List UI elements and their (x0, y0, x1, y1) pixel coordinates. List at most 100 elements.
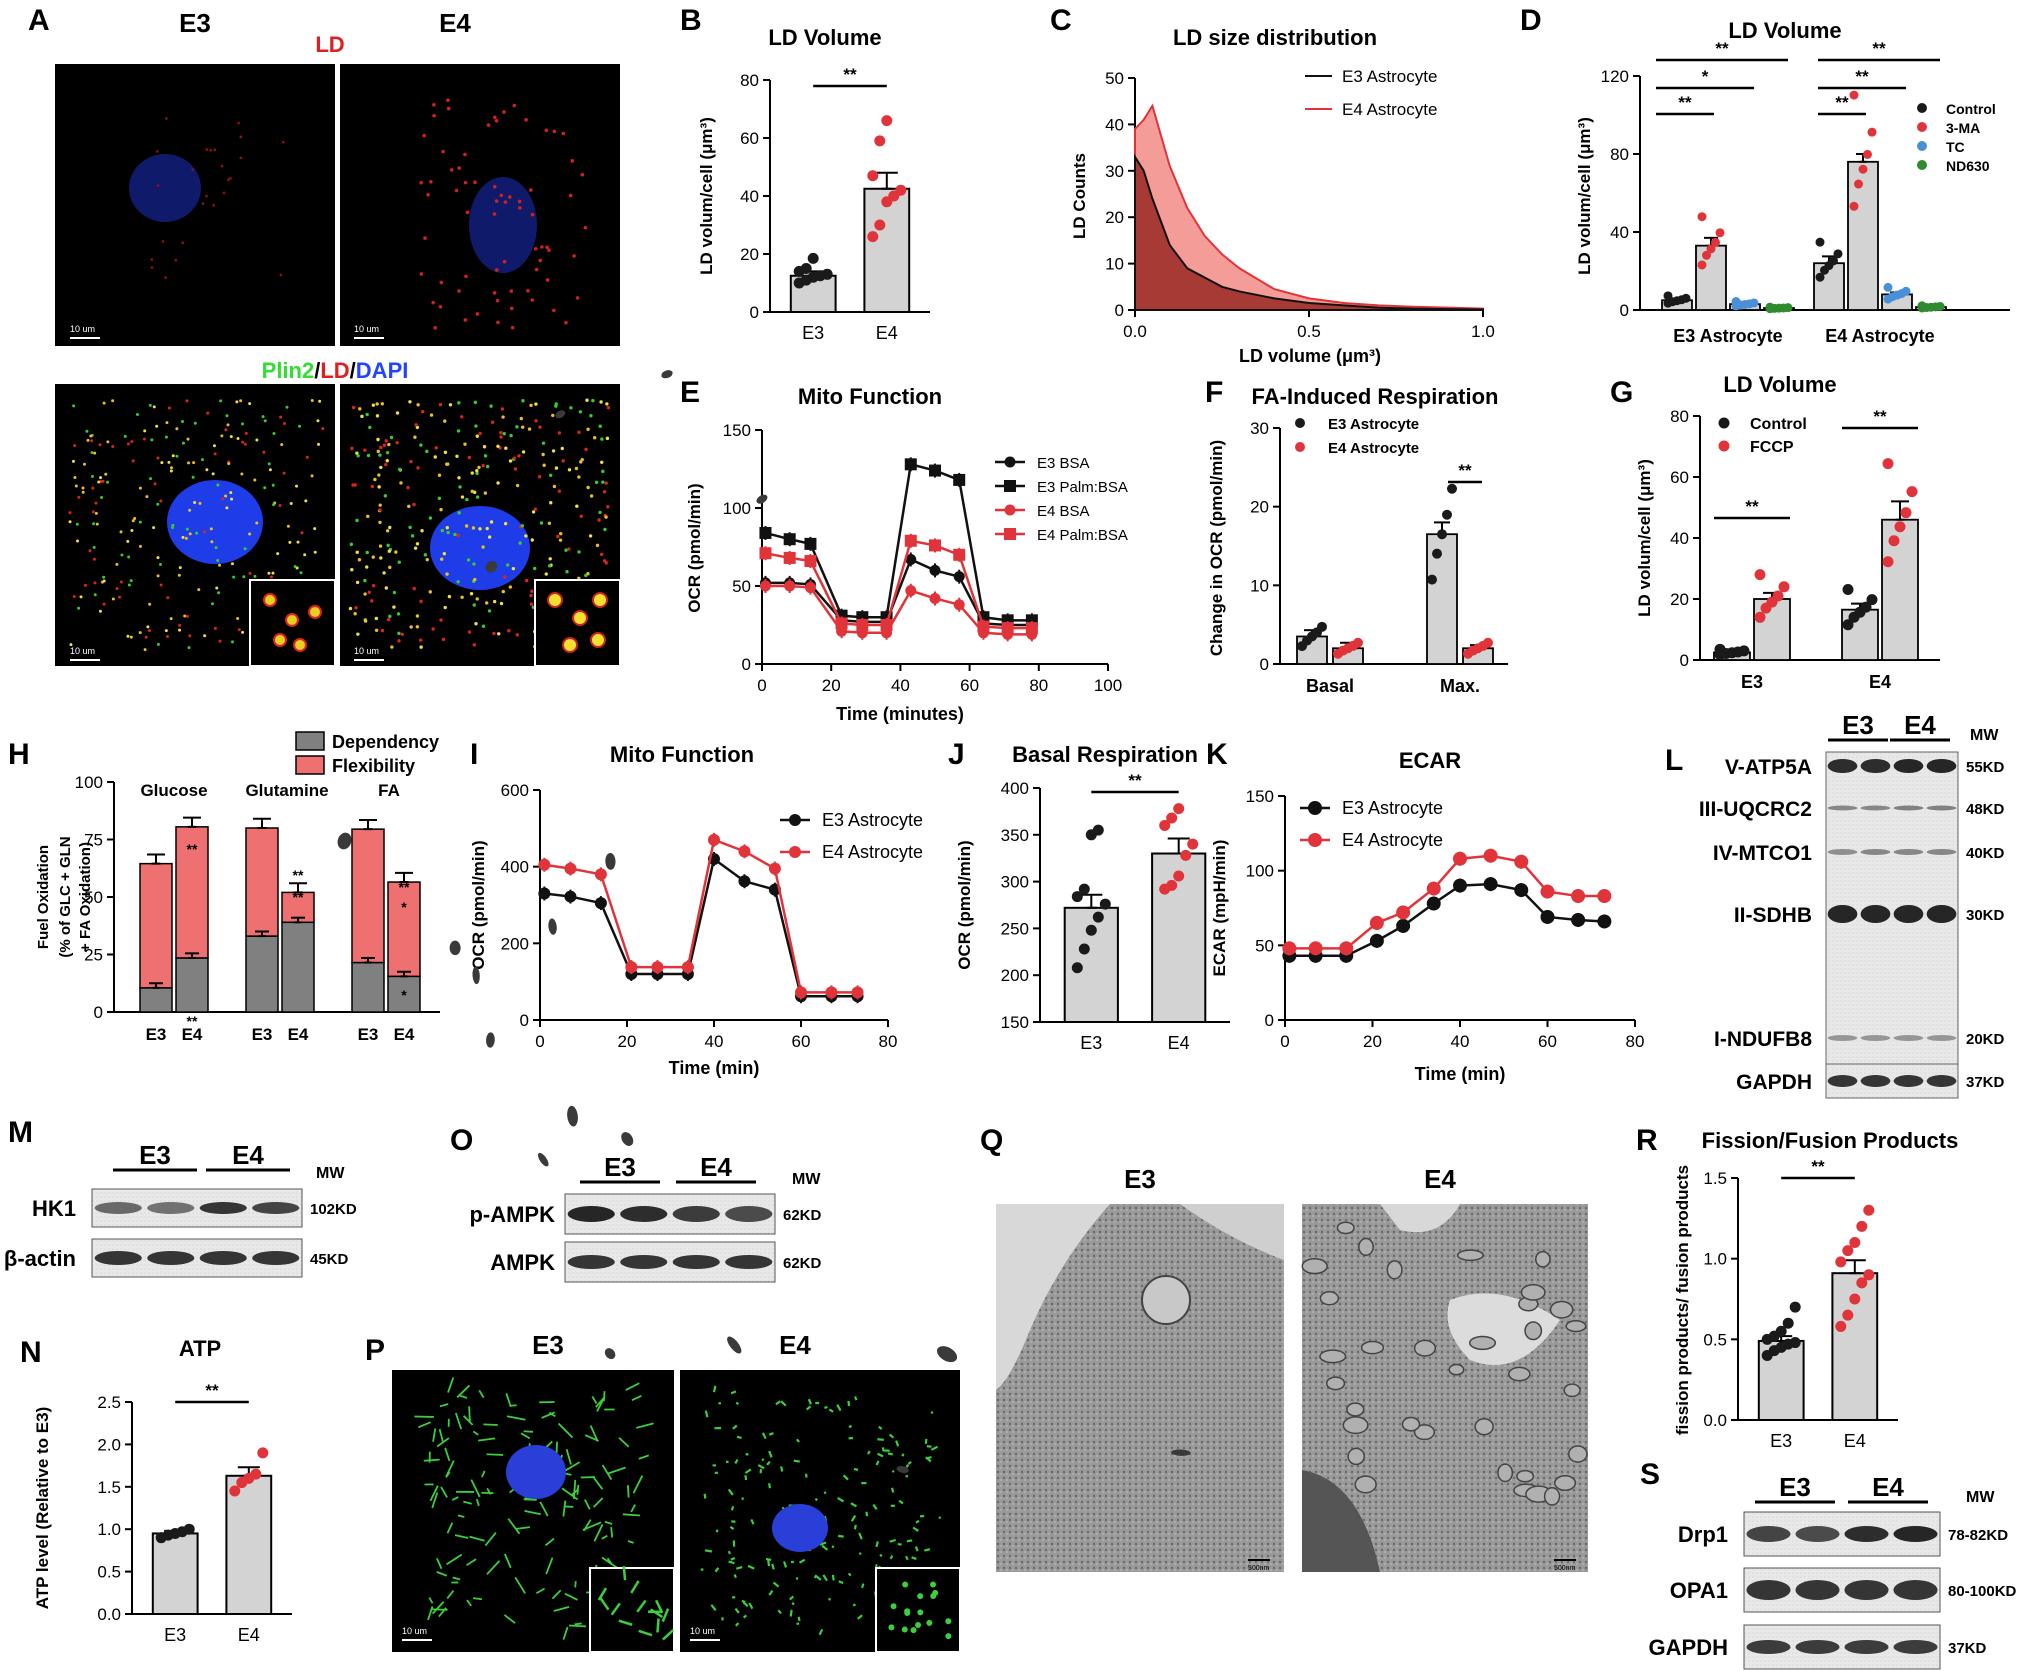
x-tick-label: 80 (1029, 676, 1048, 695)
data-point (1353, 637, 1363, 648)
lipid-droplet (474, 622, 478, 626)
chart-title: Mito Function (798, 384, 942, 409)
lipid-droplet (603, 527, 607, 532)
data-point (1426, 896, 1441, 911)
mitochondrion (807, 1398, 812, 1405)
y-tick-label: 0.0 (97, 1605, 121, 1624)
mitochondrion (927, 1455, 932, 1460)
mitochondrion (775, 1400, 781, 1406)
mitochondrion (853, 1467, 859, 1471)
data-point (795, 986, 807, 999)
nucleus-e4 (469, 177, 537, 273)
mitochondrion (902, 1581, 909, 1588)
lipid-droplet (539, 521, 544, 525)
chart-B: LD Volume 0 20 40 60 80 LD volum/cell (μm³) E3 E… (697, 25, 930, 343)
mitochondrion (793, 1459, 800, 1463)
lipid-droplet (508, 585, 513, 589)
data-point (1731, 297, 1741, 307)
mitochondrion (925, 1456, 932, 1463)
lipid-droplet (111, 399, 115, 403)
lipid-droplet (187, 461, 191, 465)
mitochondrion (828, 1408, 834, 1413)
x-axis-label: LD volume (μm³) (1239, 346, 1381, 366)
lipid-droplet (202, 530, 206, 534)
lipid-droplet (589, 414, 593, 418)
lipid-droplet (559, 531, 563, 536)
legend-marker (1004, 504, 1016, 516)
lipid-droplet (111, 597, 115, 601)
protein-band (252, 1251, 300, 1265)
scale-bar-label: 10 um (70, 324, 95, 334)
protein-band (1893, 905, 1924, 923)
lipid-droplet (169, 469, 173, 473)
lipid-droplet (241, 440, 245, 444)
lipid-droplet (313, 527, 317, 531)
legend-label: Control (1750, 416, 1807, 433)
mitochondrion (650, 1608, 664, 1619)
bar-dependency (351, 961, 385, 1013)
area-E3 Astrocyte (1134, 153, 1484, 311)
lipid-droplet (589, 494, 594, 498)
protein-band (1926, 805, 1957, 811)
lipid-droplet (374, 616, 379, 621)
mitochondrion (756, 494, 768, 504)
lipid-droplet (475, 469, 479, 473)
legend-label: Control (1946, 101, 1996, 117)
data-point (1571, 912, 1586, 927)
lipid-droplet (439, 280, 444, 285)
lipid-droplet (213, 452, 217, 456)
mitochondrion (926, 1619, 933, 1626)
lipid-droplet (580, 172, 585, 177)
lipid-droplet (214, 546, 218, 550)
data-point (1858, 164, 1868, 174)
mitochondrion (912, 1526, 919, 1532)
lipid-droplet (222, 191, 226, 195)
lipid-droplet (289, 502, 293, 506)
legend-label: E4 Palm:BSA (1037, 527, 1128, 544)
mw-header: MW (1970, 727, 1999, 744)
em-organelles (337, 370, 1588, 1572)
data-point (1396, 905, 1411, 920)
lipid-droplet (577, 475, 581, 479)
lipid-droplet (490, 420, 495, 424)
mitochondrion (904, 1555, 909, 1561)
legend-swatch (1718, 440, 1730, 452)
lipid-droplet (209, 148, 212, 152)
data-point (1187, 838, 1199, 850)
lipid-droplet (466, 558, 471, 562)
lipid-droplet (395, 411, 400, 415)
mitochondrion (1516, 1469, 1535, 1483)
chart-title: Basal Respiration (1012, 742, 1198, 767)
mitochondrion (514, 1576, 526, 1594)
bar-3-MA (1847, 160, 1879, 311)
panel-S: S E3 E4 MW Drp1 78-82KD OPA1 80-100KD GAPDH 37KD (1640, 1458, 2017, 1670)
lipid-droplet (119, 530, 123, 534)
mitochondrion (444, 1447, 451, 1462)
lipid-droplet (235, 400, 239, 404)
scale-bar-label: 10 um (690, 1626, 715, 1636)
panel-Q: Q E3 E4 500nm 500nm (337, 370, 1588, 1572)
legend-label: ND630 (1946, 158, 1990, 174)
data-point (783, 551, 796, 564)
protein-band (1860, 1035, 1891, 1041)
panel-letter-J: J (948, 738, 965, 771)
lipid-droplet (198, 501, 202, 505)
lipid-droplet (73, 475, 77, 479)
col-label-e4: E4 (779, 1330, 811, 1360)
lipid-droplet (545, 245, 549, 250)
lipid-droplet (524, 534, 528, 538)
lipid-droplet (142, 437, 146, 441)
lipid-droplet (602, 559, 607, 563)
y-tick-label: 50 (732, 577, 751, 596)
lipid-droplet (97, 480, 101, 484)
mitochondrion (446, 1590, 455, 1600)
lipid-droplet (217, 591, 221, 595)
lipid-droplet (155, 424, 159, 428)
bar-dependency (139, 987, 173, 1013)
y-tick-label: 2.5 (97, 1393, 121, 1412)
lipid-droplet (519, 416, 523, 421)
band-label: V-ATP5A (1725, 756, 1812, 779)
panel-M: M E3 E4 MW HK1 102KD β-actin 45KD (4, 1116, 357, 1278)
lipid-droplet (586, 427, 590, 432)
significance-marker: ** (1715, 39, 1729, 58)
